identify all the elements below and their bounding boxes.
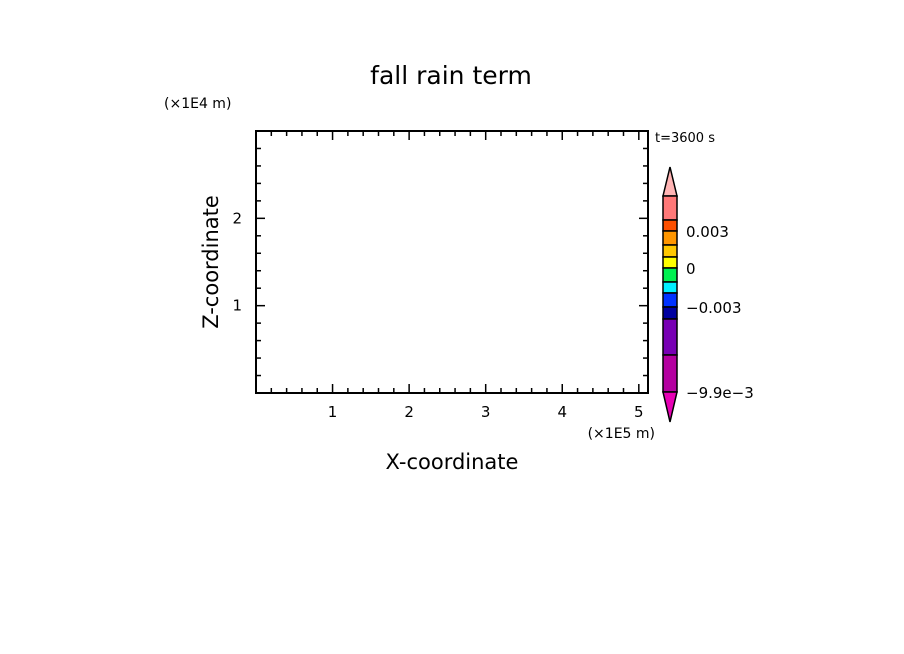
x-tick-label: 1 xyxy=(328,403,338,421)
colorbar-segment xyxy=(662,256,678,269)
y-tick-label: 2 xyxy=(232,209,242,227)
colorbar-segment xyxy=(662,318,678,356)
colorbar-segment xyxy=(662,292,678,308)
x-tick-label: 5 xyxy=(634,403,644,421)
axis-ticks: 1 2 3 4 5 1 2 xyxy=(232,131,648,421)
colorbar-top-extension xyxy=(662,166,678,197)
colorbar-bottom-extension xyxy=(662,391,678,423)
x-axis-label: X-coordinate xyxy=(386,450,519,474)
x-tick-label: 4 xyxy=(557,403,567,421)
colorbar-segment xyxy=(662,195,678,221)
colorbar-segment xyxy=(662,244,678,258)
plot-frame xyxy=(255,130,649,394)
y-axis-label: Z-coordinate xyxy=(199,195,223,329)
colorbar-segment xyxy=(662,354,678,393)
colorbar-segment xyxy=(662,281,678,294)
colorbar-segment xyxy=(662,230,678,246)
x-unit-label: (×1E5 m) xyxy=(588,426,655,442)
y-unit-label: (×1E4 m) xyxy=(164,96,231,112)
colorbar-segment xyxy=(662,219,678,232)
chart-title: fall rain term xyxy=(370,61,532,90)
time-label: t=3600 s xyxy=(655,131,715,146)
x-tick-label: 2 xyxy=(404,403,414,421)
colorbar-tick-label: −9.9e−3 xyxy=(686,384,754,402)
colorbar-tick-label: 0 xyxy=(686,260,696,278)
colorbar-tick-label: 0.003 xyxy=(686,223,729,241)
colorbar-tick-label: −0.003 xyxy=(686,299,742,317)
y-tick-label: 1 xyxy=(232,297,242,315)
colorbar-segment xyxy=(662,267,678,283)
x-tick-label: 3 xyxy=(481,403,491,421)
colorbar: 0.003 0 −0.003 −9.9e−3 xyxy=(662,166,754,423)
colorbar-segment xyxy=(662,306,678,320)
